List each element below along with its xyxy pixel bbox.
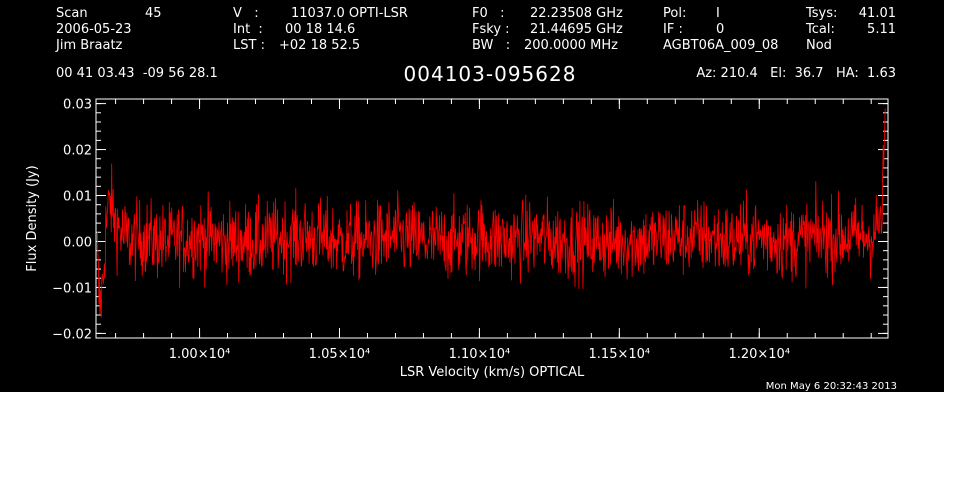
- plot-frame: [95, 98, 889, 339]
- x-tick-label: 1.05×10⁴: [309, 347, 371, 362]
- lst-value: +02 18 52.5: [279, 38, 361, 53]
- scan-label: Scan: [56, 6, 88, 21]
- source-coordinates: 00 41 03.43 -09 56 28.1: [56, 66, 218, 81]
- lst-label: LST :: [233, 38, 265, 53]
- f0-value: 22.23508 GHz: [530, 6, 623, 21]
- observer-name: Jim Braatz: [56, 38, 123, 53]
- y-axis: −0.02 −0.01 0.00 0.01 0.02 0.03: [52, 98, 888, 342]
- f0-label: F0 :: [472, 6, 505, 21]
- x-tick-label: 1.15×10⁴: [589, 347, 651, 362]
- pol-label: Pol:: [663, 6, 687, 21]
- velocity-value: 11037.0 OPTI-LSR: [291, 6, 408, 21]
- source-name-title: 004103-095628: [403, 62, 577, 86]
- y-tick-label: −0.01: [52, 281, 92, 296]
- tsys-label: Tsys:: [806, 6, 838, 21]
- x-tick-label: 1.10×10⁴: [449, 347, 511, 362]
- integration-label: Int :: [233, 22, 263, 37]
- x-axis-label: LSR Velocity (km/s) OPTICAL: [400, 365, 585, 380]
- y-tick-label: 0.03: [63, 98, 92, 113]
- tcal-value: 5.11: [867, 22, 896, 37]
- project-id: AGBT06A_009_08: [663, 38, 779, 53]
- spectrum-chart: −0.02 −0.01 0.00 0.01 0.02 0.03 1.00×10⁴ 1.05×…: [25, 98, 897, 392]
- y-axis-label: Flux Density (Jy): [25, 165, 40, 271]
- y-tick-label: 0.02: [63, 144, 92, 159]
- observation-date: 2006-05-23: [56, 22, 132, 37]
- pol-value: I: [716, 6, 720, 21]
- tsys-value: 41.01: [858, 6, 896, 21]
- if-label: IF :: [663, 22, 683, 37]
- y-tick-label: 0.00: [63, 235, 92, 250]
- y-tick-label: 0.01: [63, 190, 92, 205]
- x-tick-label: 1.00×10⁴: [169, 347, 231, 362]
- bandwidth-label: BW :: [472, 38, 511, 53]
- integration-value: 00 18 14.6: [285, 22, 356, 37]
- bandwidth-value: 200.0000 MHz: [524, 38, 618, 53]
- if-value: 0: [716, 22, 725, 37]
- fsky-value: 21.44695 GHz: [530, 22, 623, 37]
- az-el-ha: Az: 210.4 El: 36.7 HA: 1.63: [696, 66, 896, 81]
- y-tick-label: −0.02: [52, 327, 92, 342]
- x-axis: 1.00×10⁴ 1.05×10⁴ 1.10×10⁴ 1.15×10⁴ 1.20×10⁴: [115, 99, 872, 362]
- tcal-label: Tcal:: [806, 22, 835, 37]
- scan-number: 45: [145, 6, 162, 21]
- x-tick-label: 1.20×10⁴: [728, 347, 790, 362]
- spectrum-trace: [97, 108, 886, 318]
- plot-panel: [0, 0, 944, 392]
- observing-mode: Nod: [806, 38, 832, 53]
- velocity-label: V :: [233, 6, 259, 21]
- timestamp: Mon May 6 20:32:43 2013: [766, 381, 897, 392]
- fsky-label: Fsky :: [472, 22, 510, 37]
